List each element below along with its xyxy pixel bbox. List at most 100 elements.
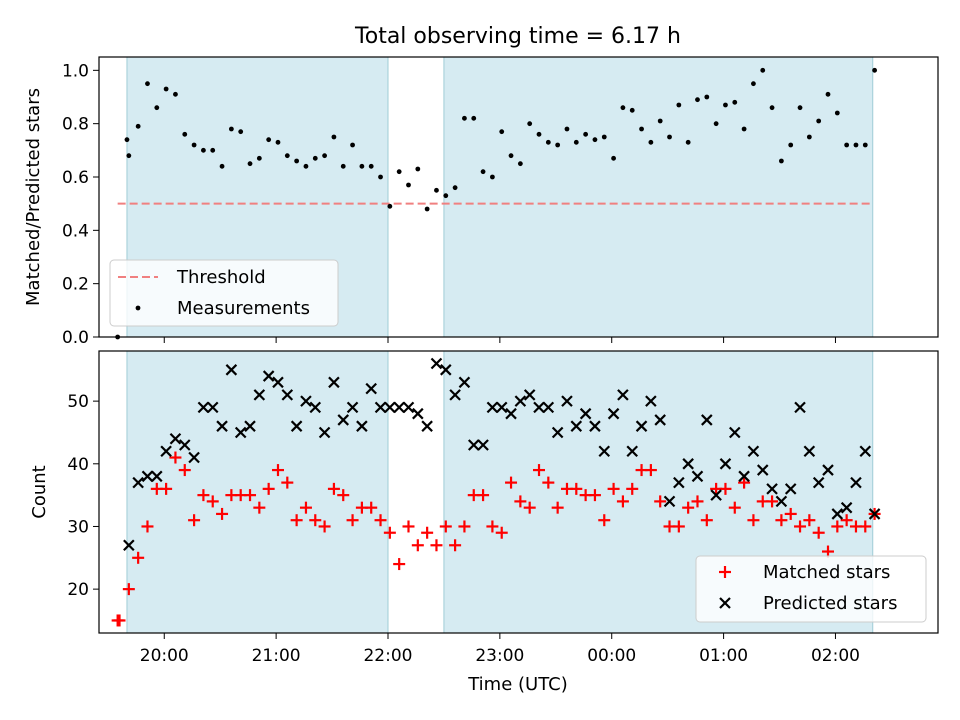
matched-star-point bbox=[477, 489, 490, 502]
matched-star-point bbox=[728, 501, 741, 514]
measurement-point bbox=[583, 131, 589, 137]
measurement-point bbox=[825, 91, 831, 97]
matched-star-point bbox=[598, 514, 611, 527]
measurement-point bbox=[760, 67, 766, 73]
matched-star-point bbox=[421, 526, 434, 539]
matched-star-point bbox=[523, 501, 536, 514]
measurement-point bbox=[555, 142, 561, 148]
measurement-point bbox=[601, 134, 607, 140]
predicted-star-point bbox=[645, 395, 657, 407]
matched-star-point bbox=[486, 520, 499, 533]
measurement-point bbox=[359, 163, 365, 169]
matched-star-point bbox=[365, 501, 378, 514]
measurement-point bbox=[124, 137, 130, 143]
matched-star-point bbox=[514, 495, 527, 508]
measurement-point bbox=[173, 91, 178, 97]
matched-star-point bbox=[840, 514, 853, 527]
predicted-star-point bbox=[467, 439, 480, 451]
predicted-star-point bbox=[234, 426, 247, 439]
measurement-point bbox=[219, 163, 225, 169]
predicted-star-point bbox=[197, 401, 210, 414]
predicted-star-point bbox=[430, 357, 443, 370]
predicted-star-point bbox=[523, 389, 536, 401]
matched-star-point bbox=[122, 583, 135, 596]
predicted-star-point bbox=[570, 420, 583, 432]
bottom-legend-box bbox=[695, 555, 927, 623]
predicted-star-point bbox=[458, 376, 471, 389]
measurement-point bbox=[862, 142, 868, 148]
legend-threshold-label: Threshold bbox=[176, 267, 266, 288]
matched-star-point bbox=[113, 614, 126, 627]
predicted-star-point bbox=[206, 401, 219, 414]
y-tick-label: 0.4 bbox=[62, 221, 89, 241]
predicted-star-point bbox=[486, 401, 499, 414]
predicted-star-point bbox=[589, 420, 601, 432]
matched-star-point bbox=[644, 464, 657, 477]
matched-star-point bbox=[309, 514, 322, 527]
predicted-star-point bbox=[384, 401, 396, 414]
matched-star-point bbox=[719, 482, 732, 495]
predicted-star-point bbox=[784, 483, 797, 495]
measurement-point bbox=[256, 155, 262, 161]
predicted-star-point bbox=[402, 401, 415, 414]
predicted-star-point bbox=[747, 445, 760, 458]
top-legend-box bbox=[109, 259, 339, 327]
measurement-point bbox=[163, 86, 169, 92]
bottom-x-axis: 20:00 21:00 22:00 23:00 00:00 01:00 02:00 bbox=[140, 633, 860, 666]
predicted-star-point bbox=[635, 420, 648, 432]
measurement-point bbox=[135, 123, 141, 129]
measurement-point bbox=[657, 118, 663, 124]
predicted-star-point bbox=[188, 451, 200, 464]
measurement-point bbox=[741, 126, 747, 132]
measurement-point bbox=[294, 158, 300, 164]
predicted-star-point bbox=[421, 420, 433, 432]
top-x-axis bbox=[163, 337, 836, 343]
measurement-point bbox=[620, 105, 626, 111]
matched-star-point bbox=[747, 514, 760, 527]
x-tick-label: 23:00 bbox=[475, 646, 524, 666]
matched-star-point bbox=[299, 501, 312, 514]
matched-star-point bbox=[738, 476, 751, 489]
y-tick-label: 0.8 bbox=[62, 115, 89, 135]
measurement-point bbox=[145, 81, 150, 87]
matched-star-point bbox=[682, 501, 695, 514]
predicted-star-point bbox=[673, 476, 685, 489]
matched-star-point bbox=[616, 495, 629, 508]
measurement-point bbox=[751, 81, 756, 87]
predicted-star-point bbox=[141, 470, 154, 483]
predicted-star-point bbox=[579, 407, 592, 420]
measurement-point bbox=[489, 174, 495, 180]
measurement-point bbox=[378, 174, 383, 180]
measurement-point bbox=[480, 169, 486, 175]
measurement-point bbox=[713, 121, 719, 127]
matched-star-point bbox=[775, 514, 788, 527]
measurement-point bbox=[201, 147, 206, 153]
predicted-star-point bbox=[561, 395, 573, 407]
measurement-point bbox=[452, 185, 458, 191]
predicted-star-point bbox=[710, 489, 722, 501]
predicted-stars-series bbox=[123, 357, 881, 552]
predicted-star-point bbox=[365, 382, 377, 395]
measurement-point bbox=[331, 134, 337, 140]
predicted-star-point bbox=[449, 389, 461, 401]
predicted-star-point bbox=[663, 495, 676, 508]
measurement-point bbox=[312, 155, 318, 161]
y-tick-label: 0.6 bbox=[62, 168, 89, 188]
bottom-shaded-regions bbox=[126, 350, 874, 634]
predicted-star-point bbox=[831, 508, 844, 520]
measurement-point bbox=[396, 169, 402, 175]
measurement-point bbox=[191, 142, 197, 148]
measurement-point bbox=[303, 163, 309, 169]
legend-matched-swatch bbox=[719, 566, 731, 578]
bottom-y-axis-label: Count bbox=[29, 465, 50, 518]
x-tick-label: 21:00 bbox=[252, 646, 301, 666]
matched-star-point bbox=[271, 464, 284, 477]
predicted-star-point bbox=[514, 395, 527, 407]
measurement-point bbox=[238, 129, 244, 135]
matched-star-point bbox=[402, 520, 415, 533]
x-tick-label: 02:00 bbox=[811, 646, 860, 666]
predicted-star-point bbox=[281, 389, 294, 401]
predicted-star-point bbox=[607, 407, 620, 420]
x-tick-label: 01:00 bbox=[699, 646, 748, 666]
matched-star-point bbox=[281, 476, 294, 489]
